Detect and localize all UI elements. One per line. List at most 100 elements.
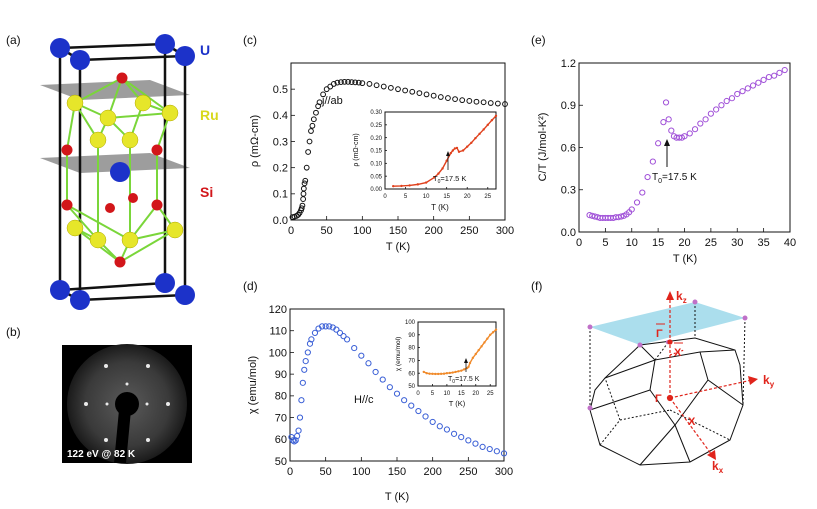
c-inset-ytick-label: 0.20 bbox=[370, 136, 382, 142]
d-inset-data-point bbox=[451, 371, 454, 374]
c-ytick-label: 0.5 bbox=[273, 84, 288, 96]
c-data-point bbox=[359, 80, 366, 87]
c-data-point bbox=[301, 180, 308, 187]
e-data-point bbox=[723, 97, 730, 105]
e-xtick-label: 25 bbox=[705, 237, 717, 249]
d-xtick-label: 50 bbox=[320, 466, 332, 478]
bz-axes bbox=[666, 291, 758, 460]
svg-text:X: X bbox=[674, 347, 682, 359]
plane-mid bbox=[40, 153, 190, 173]
c-data-point bbox=[459, 97, 466, 104]
d-xtick-label: 300 bbox=[495, 466, 513, 478]
d-data-point bbox=[294, 432, 301, 440]
d-inset-data-point bbox=[460, 369, 463, 372]
d-ytick-label: 70 bbox=[275, 412, 287, 424]
e-data-point bbox=[744, 85, 751, 92]
c-ylabel: ρ (mΩ-cm) bbox=[249, 115, 261, 167]
e-data-point bbox=[668, 127, 675, 134]
e-ytick-label: 0.9 bbox=[561, 100, 576, 112]
d-inset-data-point bbox=[483, 341, 486, 344]
d-xtick-label: 200 bbox=[423, 466, 441, 478]
c-inset-xtick-label: 25 bbox=[484, 194, 491, 200]
e-data-point bbox=[691, 126, 699, 133]
c-data-point bbox=[310, 116, 317, 123]
e-ytick-label: 0.6 bbox=[561, 142, 576, 154]
e-xtick-label: 0 bbox=[576, 237, 582, 249]
d-inset-data-point bbox=[454, 370, 457, 374]
d-inset-ytick-label: 100 bbox=[405, 320, 416, 326]
c-ytick-label: 0.2 bbox=[273, 163, 288, 175]
c-inset-ytick-label: 0.05 bbox=[370, 174, 382, 180]
e-ylabel: C/T (J/mol-K²) bbox=[537, 113, 549, 182]
c-inset-data-point bbox=[470, 141, 473, 144]
c-data-point bbox=[348, 79, 355, 86]
c-data-point bbox=[409, 88, 416, 95]
e-data-point bbox=[739, 88, 746, 95]
surface-bz-plane bbox=[590, 302, 745, 345]
c-data-point bbox=[473, 98, 480, 105]
e-data-point bbox=[776, 69, 783, 76]
c-ytick-label: 0.1 bbox=[273, 189, 288, 201]
e-data-point bbox=[718, 102, 725, 109]
d-data-point bbox=[458, 434, 465, 441]
d-inset-data-point bbox=[422, 370, 425, 374]
c-inset-data-point bbox=[457, 150, 461, 153]
label-u: U bbox=[200, 42, 210, 58]
c-inset-data-point bbox=[453, 147, 457, 150]
c-inset-ytick-label: 0.25 bbox=[370, 123, 382, 129]
label-gamma-bar: Γ bbox=[656, 323, 665, 340]
c-inset-annot: T0=17.5 K bbox=[433, 174, 466, 185]
e-xtick-label: 30 bbox=[731, 237, 743, 249]
c-data-point bbox=[487, 100, 494, 106]
e-data-point bbox=[707, 110, 714, 117]
c-data-point bbox=[300, 196, 307, 202]
e-arrowhead bbox=[664, 139, 670, 146]
d-data-point bbox=[302, 358, 309, 365]
leed-image bbox=[62, 344, 192, 464]
c-xlabel: T (K) bbox=[386, 241, 410, 253]
c-data-point bbox=[300, 185, 307, 192]
e-data-point bbox=[686, 130, 693, 137]
d-inset-data-point bbox=[467, 365, 470, 368]
d-data-point bbox=[408, 402, 415, 409]
c-data-point bbox=[338, 79, 344, 86]
d-inset-xlabel: T (K) bbox=[449, 399, 466, 408]
crystal-structure bbox=[40, 34, 195, 310]
panel-d-label: (d) bbox=[243, 279, 258, 293]
d-data-point bbox=[298, 397, 305, 404]
c-inset-ytick-label: 0.00 bbox=[370, 187, 382, 193]
d-inset-ytick-label: 80 bbox=[408, 346, 415, 352]
c-xtick-label: 200 bbox=[424, 225, 442, 237]
e-xtick-label: 35 bbox=[758, 237, 770, 249]
e-data-point bbox=[633, 199, 641, 206]
e-data-point bbox=[755, 79, 762, 86]
panel-e-label: (e) bbox=[531, 33, 546, 47]
d-data-point bbox=[295, 427, 302, 434]
e-xtick-label: 15 bbox=[652, 237, 664, 249]
c-data-point bbox=[380, 83, 387, 90]
c-inset-xtick-label: 15 bbox=[443, 194, 450, 200]
e-data-point bbox=[702, 116, 709, 123]
d-inset-ytick-label: 90 bbox=[408, 333, 415, 339]
c-data-point bbox=[299, 202, 306, 209]
brillouin-zone bbox=[589, 302, 746, 466]
d-data-point bbox=[340, 333, 347, 340]
c-inset-ytick-label: 0.10 bbox=[370, 161, 382, 167]
d-inset-annot: T0=17.5 K bbox=[448, 376, 480, 385]
d-data-point bbox=[393, 390, 401, 397]
e-data-point bbox=[649, 158, 656, 165]
si-atoms bbox=[61, 72, 163, 268]
d-data-point bbox=[333, 326, 340, 333]
d-inset-data-point bbox=[434, 372, 437, 376]
d-data-point bbox=[443, 426, 451, 433]
c-data-point bbox=[452, 96, 458, 103]
label-si: Si bbox=[200, 184, 213, 200]
d-data-point bbox=[422, 413, 429, 420]
ru-atoms bbox=[66, 94, 184, 249]
e-data-point bbox=[665, 116, 672, 123]
c-inset-data-point bbox=[494, 114, 498, 118]
d-inset-data-point bbox=[474, 352, 477, 356]
c-inset-data-point bbox=[392, 184, 395, 188]
d-data-point bbox=[343, 336, 351, 343]
